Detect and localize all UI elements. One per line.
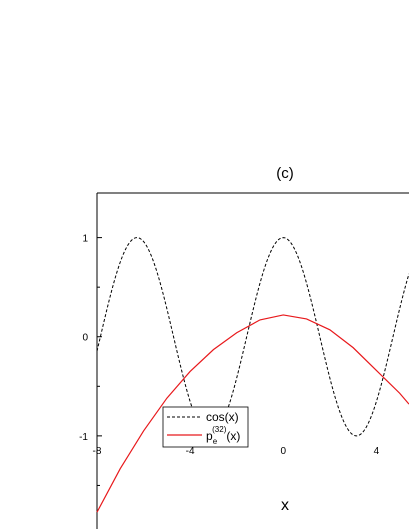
y-tick-label: 0	[82, 333, 88, 344]
y-tick-label: 1	[82, 234, 88, 245]
legend-label-pe-sub: e	[213, 437, 218, 446]
x-ticks: -8 -4 0 4	[93, 446, 380, 457]
series-line-cos	[96, 237, 409, 437]
y-ticks: -2-101	[79, 234, 102, 486]
legend-label-pe-sup: (32)	[212, 425, 227, 434]
x-tick-label: -4	[186, 446, 195, 457]
chart-title: (c)	[276, 165, 294, 182]
x-axis-label: x	[281, 497, 289, 514]
legend-label-pe-suffix: (x)	[226, 429, 240, 443]
x-tick-label: 4	[374, 446, 380, 457]
x-tick-label: -8	[93, 446, 102, 457]
plot-area	[96, 192, 409, 529]
y-tick-label: -1	[79, 432, 88, 443]
legend: cos(x) pe (32)(x)	[162, 406, 249, 448]
legend-label-pe: pe (32)(x)	[206, 425, 240, 446]
legend-box	[162, 406, 249, 448]
x-tick-label: 0	[280, 446, 286, 457]
series-group	[96, 237, 409, 513]
series-line-pe	[96, 314, 409, 513]
legend-label-cos: cos(x)	[206, 410, 239, 424]
legend-label-pe-main: p	[206, 429, 213, 443]
